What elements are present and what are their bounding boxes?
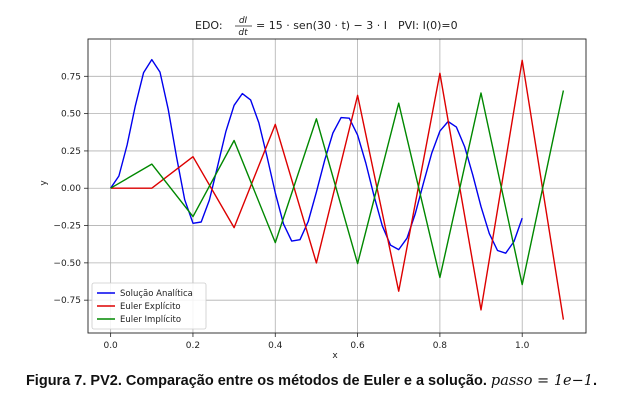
- legend-item: Euler Implícito: [97, 315, 181, 325]
- series-line: [110, 58, 523, 254]
- legend-label: Euler Implícito: [120, 315, 181, 325]
- y-tick-label: 0.75: [61, 72, 81, 82]
- title-fraction-denominator: dt: [238, 28, 248, 38]
- legend-label: Euler Explícito: [120, 302, 181, 312]
- x-axis-label: x: [332, 351, 338, 361]
- y-tick-label: −0.25: [53, 222, 81, 232]
- title-prefix: EDO:: [195, 19, 223, 32]
- series-0: [110, 58, 523, 254]
- caption-end: .: [593, 373, 598, 389]
- caption-text: Figura 7. PV2. Comparação entre os métod…: [25, 373, 491, 389]
- legend: Solução Analítica Euler Explícito Euler Im…: [91, 282, 207, 330]
- y-tick-label: 0.00: [61, 184, 81, 194]
- title-fraction-numerator: dI: [239, 16, 248, 26]
- legend-item: Euler Explícito: [97, 302, 181, 312]
- title-equation: = 15 · sen(30 · t) − 3 · I: [256, 19, 387, 32]
- x-tick-label: 0.4: [268, 341, 283, 351]
- y-axis-label: y: [39, 180, 49, 186]
- y-tick-label: 0.50: [61, 110, 81, 120]
- y-axis: −0.75 −0.50 −0.25 0.00 0.25 0.50 0.75: [53, 72, 88, 306]
- series-2: [110, 90, 565, 286]
- caption-math: passo = 1e−1: [490, 373, 593, 389]
- y-tick-label: −0.50: [53, 259, 81, 269]
- figure-caption: Figura 7. PV2. Comparação entre os métod…: [0, 373, 623, 389]
- legend-label: Solução Analítica: [120, 289, 193, 299]
- series-1: [110, 59, 565, 320]
- x-tick-label: 0.2: [186, 341, 200, 351]
- x-tick-label: 0.6: [350, 341, 365, 351]
- y-tick-label: −0.75: [53, 296, 81, 306]
- chart-title: EDO: dI dt = 15 · sen(30 · t) − 3 · I PV…: [195, 16, 458, 38]
- x-tick-label: 1.0: [515, 341, 530, 351]
- plot-frame: [87, 38, 587, 334]
- series-line: [110, 90, 565, 286]
- series-line: [110, 59, 565, 320]
- series-layer: [110, 58, 565, 320]
- y-tick-label: 0.25: [61, 147, 81, 157]
- legend-box: [91, 282, 207, 330]
- legend-item: Solução Analítica: [97, 289, 193, 299]
- title-pvi: PVI: I(0)=0: [398, 19, 458, 32]
- x-tick-label: 0.0: [103, 341, 118, 351]
- x-tick-label: 0.8: [433, 341, 448, 351]
- x-axis: 0.0 0.2 0.4 0.6 0.8 1.0: [103, 333, 530, 351]
